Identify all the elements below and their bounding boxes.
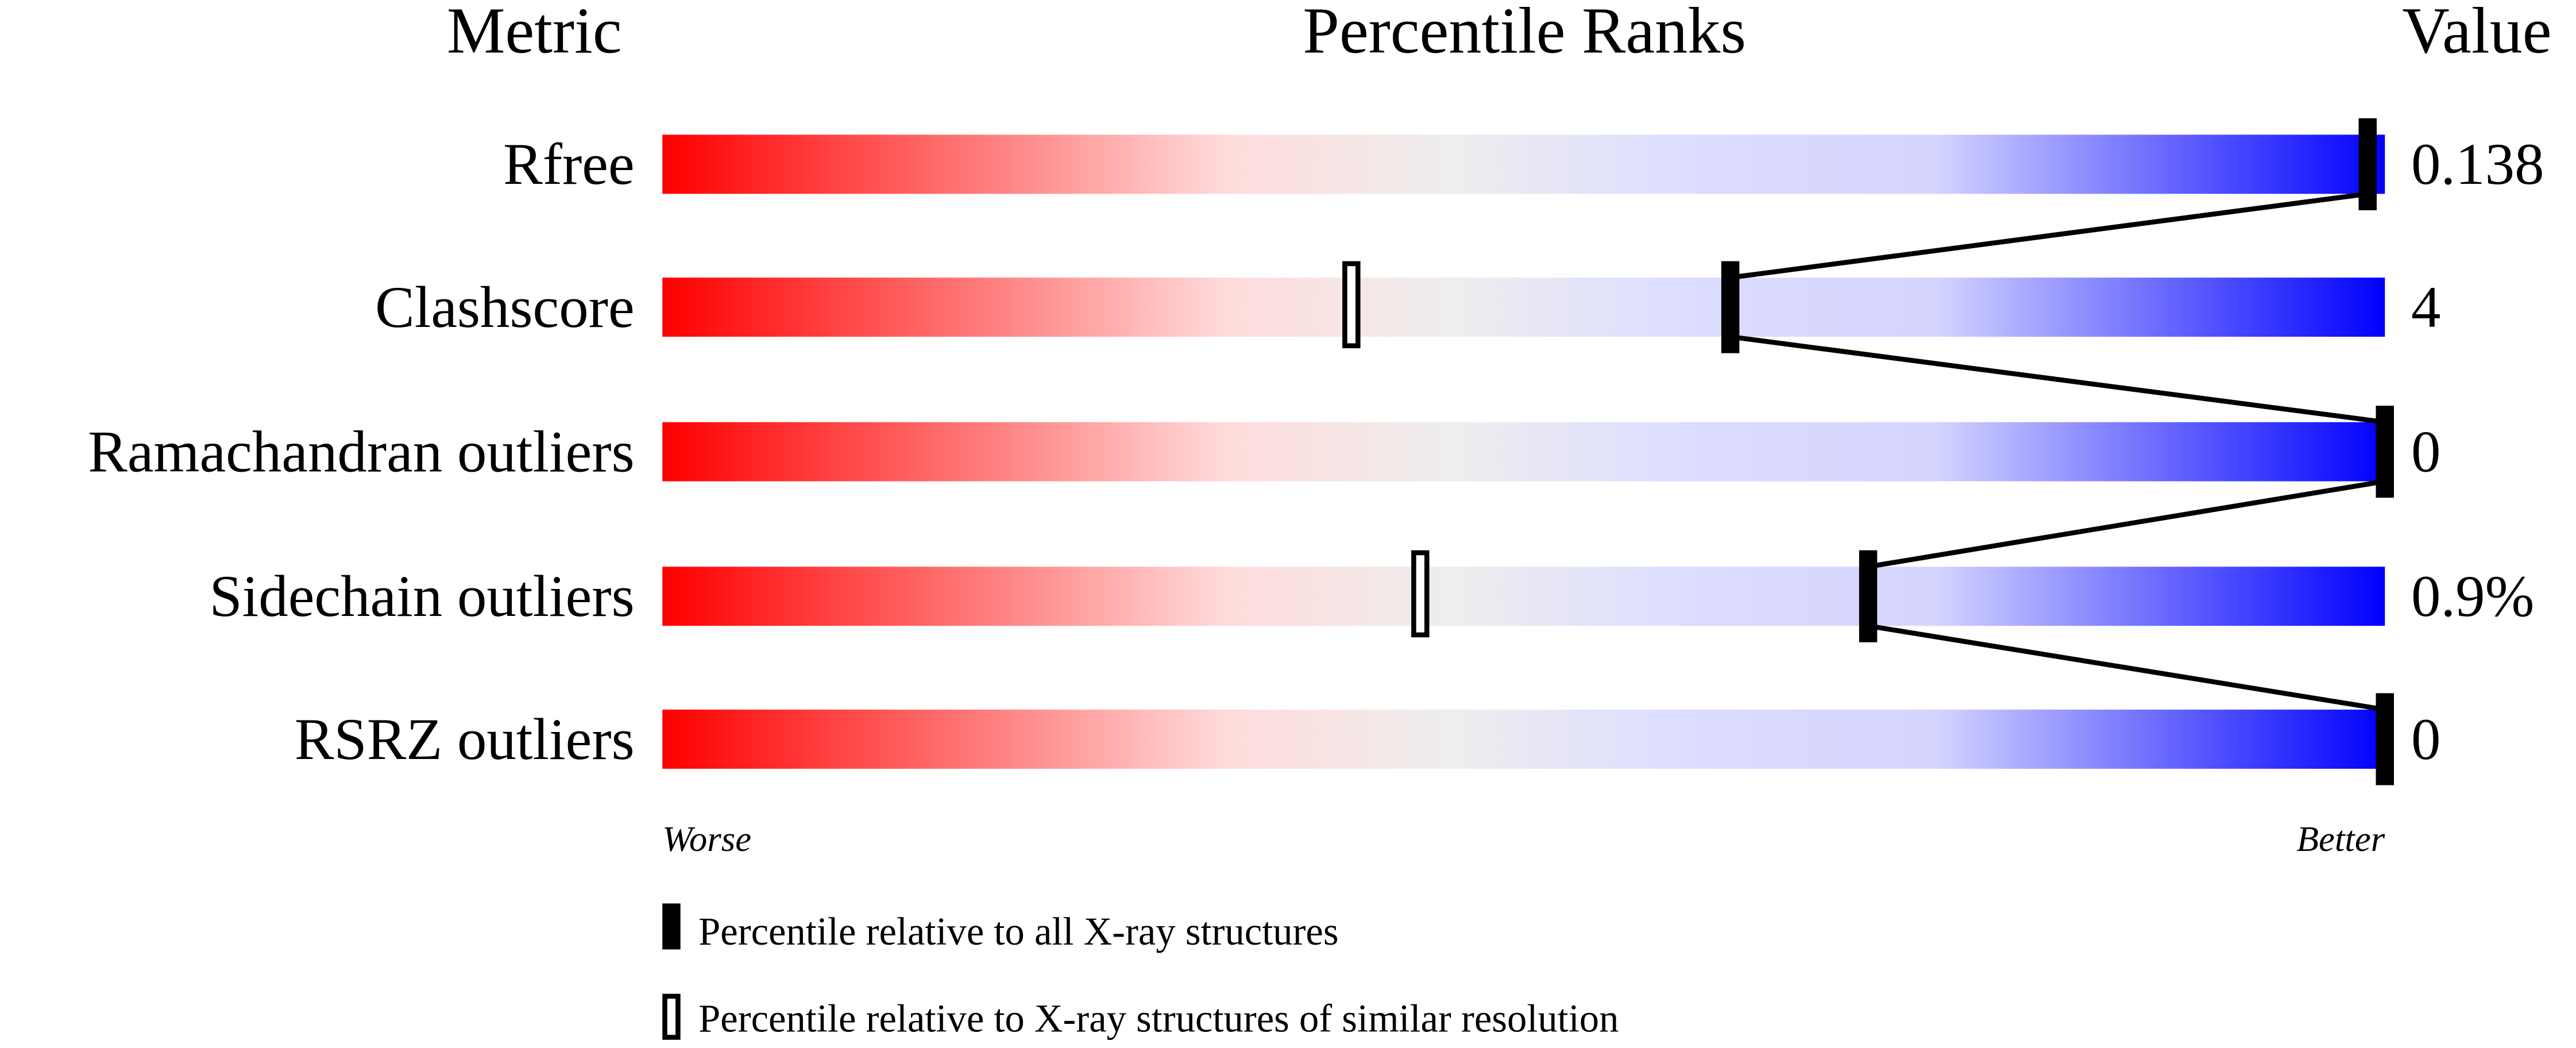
metric-label: Rfree	[503, 132, 635, 197]
row-ramachandran-outliers: Ramachandran outliers 0	[88, 419, 2440, 485]
marker-similar-resolution	[1411, 550, 1430, 638]
legend-marker-all	[662, 903, 681, 950]
connector-line	[1730, 191, 2368, 280]
marker-all-structures	[2358, 118, 2377, 210]
metric-label: Sidechain outliers	[209, 564, 634, 629]
marker-all-structures	[1721, 261, 1740, 353]
percentile-bar	[662, 710, 2385, 769]
connector-line	[1730, 334, 2385, 425]
markers	[1342, 118, 2394, 785]
connector-line	[1867, 623, 2385, 712]
row-clashscore: Clashscore 4	[375, 275, 2440, 340]
legend-label-similar: Percentile relative to X-ray structures …	[698, 996, 1619, 1040]
marker-all-structures	[1859, 550, 1878, 642]
header-percentile-ranks: Percentile Ranks	[1303, 0, 1746, 67]
metric-label: Clashscore	[375, 275, 635, 340]
percentile-bar	[662, 278, 2385, 337]
axis-label-worse: Worse	[662, 819, 751, 859]
metric-label: RSRZ outliers	[295, 707, 635, 772]
metric-value: 4	[2411, 275, 2440, 340]
axis-label-better: Better	[2297, 819, 2385, 859]
header-metric: Metric	[447, 0, 622, 67]
metric-value: 0.9%	[2411, 564, 2534, 629]
marker-all-structures	[2376, 693, 2394, 785]
legend-marker-similar	[662, 993, 681, 1040]
row-rsrz-outliers: RSRZ outliers 0	[295, 707, 2441, 772]
metric-value: 0.138	[2411, 132, 2544, 197]
marker-all-structures	[2376, 406, 2394, 498]
percentile-bar	[662, 422, 2385, 481]
percentile-bar	[662, 567, 2385, 626]
rows: Rfree 0.138 Clashscore 4 Ramachandran outlie…	[88, 132, 2544, 772]
metric-label: Ramachandran outliers	[88, 419, 635, 485]
connector-line	[1867, 479, 2385, 569]
legend-label-all: Percentile relative to all X-ray structu…	[698, 910, 1338, 953]
header-value: Value	[2402, 0, 2551, 67]
connector-lines	[1730, 191, 2385, 712]
row-sidechain-outliers: Sidechain outliers 0.9%	[209, 564, 2534, 629]
metric-value: 0	[2411, 707, 2440, 772]
metric-value: 0	[2411, 419, 2440, 485]
marker-similar-resolution	[1342, 261, 1361, 349]
row-rfree: Rfree 0.138	[503, 132, 2544, 197]
percentile-bar	[662, 134, 2385, 194]
